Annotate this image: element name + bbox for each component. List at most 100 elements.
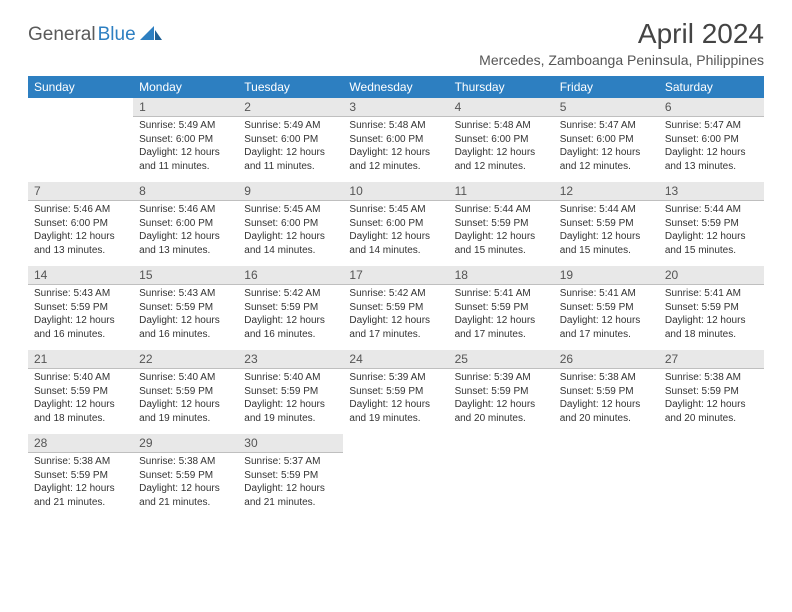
day-details: Sunrise: 5:43 AMSunset: 5:59 PMDaylight:…	[28, 285, 133, 345]
day-number: 23	[238, 350, 343, 369]
calendar-empty-cell	[343, 434, 448, 518]
calendar-week-row: 14Sunrise: 5:43 AMSunset: 5:59 PMDayligh…	[28, 266, 764, 350]
calendar-day-cell: 24Sunrise: 5:39 AMSunset: 5:59 PMDayligh…	[343, 350, 448, 434]
calendar-day-cell: 10Sunrise: 5:45 AMSunset: 6:00 PMDayligh…	[343, 182, 448, 266]
calendar-day-cell: 19Sunrise: 5:41 AMSunset: 5:59 PMDayligh…	[554, 266, 659, 350]
day-number: 26	[554, 350, 659, 369]
weekday-header: Friday	[554, 76, 659, 98]
calendar-day-cell: 15Sunrise: 5:43 AMSunset: 5:59 PMDayligh…	[133, 266, 238, 350]
day-details: Sunrise: 5:42 AMSunset: 5:59 PMDaylight:…	[343, 285, 448, 345]
day-details: Sunrise: 5:46 AMSunset: 6:00 PMDaylight:…	[133, 201, 238, 261]
day-details: Sunrise: 5:38 AMSunset: 5:59 PMDaylight:…	[554, 369, 659, 429]
day-details: Sunrise: 5:44 AMSunset: 5:59 PMDaylight:…	[659, 201, 764, 261]
calendar-day-cell: 9Sunrise: 5:45 AMSunset: 6:00 PMDaylight…	[238, 182, 343, 266]
day-details: Sunrise: 5:41 AMSunset: 5:59 PMDaylight:…	[449, 285, 554, 345]
day-details: Sunrise: 5:45 AMSunset: 6:00 PMDaylight:…	[238, 201, 343, 261]
calendar-day-cell: 25Sunrise: 5:39 AMSunset: 5:59 PMDayligh…	[449, 350, 554, 434]
day-details: Sunrise: 5:47 AMSunset: 6:00 PMDaylight:…	[659, 117, 764, 177]
day-number: 17	[343, 266, 448, 285]
day-details: Sunrise: 5:46 AMSunset: 6:00 PMDaylight:…	[28, 201, 133, 261]
day-details: Sunrise: 5:38 AMSunset: 5:59 PMDaylight:…	[28, 453, 133, 513]
day-number: 4	[449, 98, 554, 117]
page-header: GeneralBlue April 2024 Mercedes, Zamboan…	[28, 18, 764, 68]
calendar-day-cell: 12Sunrise: 5:44 AMSunset: 5:59 PMDayligh…	[554, 182, 659, 266]
logo-sail-icon	[140, 26, 162, 44]
day-number: 25	[449, 350, 554, 369]
day-details: Sunrise: 5:45 AMSunset: 6:00 PMDaylight:…	[343, 201, 448, 261]
calendar-day-cell: 17Sunrise: 5:42 AMSunset: 5:59 PMDayligh…	[343, 266, 448, 350]
calendar-day-cell: 29Sunrise: 5:38 AMSunset: 5:59 PMDayligh…	[133, 434, 238, 518]
day-number: 2	[238, 98, 343, 117]
day-details: Sunrise: 5:38 AMSunset: 5:59 PMDaylight:…	[659, 369, 764, 429]
day-number: 24	[343, 350, 448, 369]
day-number: 8	[133, 182, 238, 201]
weekday-row: SundayMondayTuesdayWednesdayThursdayFrid…	[28, 76, 764, 98]
day-number: 11	[449, 182, 554, 201]
calendar-day-cell: 11Sunrise: 5:44 AMSunset: 5:59 PMDayligh…	[449, 182, 554, 266]
day-details: Sunrise: 5:38 AMSunset: 5:59 PMDaylight:…	[133, 453, 238, 513]
calendar-day-cell: 30Sunrise: 5:37 AMSunset: 5:59 PMDayligh…	[238, 434, 343, 518]
day-details: Sunrise: 5:49 AMSunset: 6:00 PMDaylight:…	[238, 117, 343, 177]
title-block: April 2024 Mercedes, Zamboanga Peninsula…	[479, 18, 764, 68]
logo-text-general: General	[28, 24, 96, 46]
day-details: Sunrise: 5:41 AMSunset: 5:59 PMDaylight:…	[659, 285, 764, 345]
calendar-head: SundayMondayTuesdayWednesdayThursdayFrid…	[28, 76, 764, 98]
day-number: 16	[238, 266, 343, 285]
day-number: 19	[554, 266, 659, 285]
calendar-day-cell: 6Sunrise: 5:47 AMSunset: 6:00 PMDaylight…	[659, 98, 764, 182]
calendar-day-cell: 21Sunrise: 5:40 AMSunset: 5:59 PMDayligh…	[28, 350, 133, 434]
day-details: Sunrise: 5:44 AMSunset: 5:59 PMDaylight:…	[554, 201, 659, 261]
day-number: 13	[659, 182, 764, 201]
logo-text-blue: Blue	[98, 24, 136, 46]
day-details: Sunrise: 5:40 AMSunset: 5:59 PMDaylight:…	[238, 369, 343, 429]
logo: GeneralBlue	[28, 18, 162, 46]
calendar-day-cell: 20Sunrise: 5:41 AMSunset: 5:59 PMDayligh…	[659, 266, 764, 350]
location-subtitle: Mercedes, Zamboanga Peninsula, Philippin…	[479, 52, 764, 68]
day-number: 20	[659, 266, 764, 285]
calendar-week-row: 28Sunrise: 5:38 AMSunset: 5:59 PMDayligh…	[28, 434, 764, 518]
calendar-day-cell: 16Sunrise: 5:42 AMSunset: 5:59 PMDayligh…	[238, 266, 343, 350]
day-details: Sunrise: 5:40 AMSunset: 5:59 PMDaylight:…	[133, 369, 238, 429]
calendar-day-cell: 7Sunrise: 5:46 AMSunset: 6:00 PMDaylight…	[28, 182, 133, 266]
day-details: Sunrise: 5:39 AMSunset: 5:59 PMDaylight:…	[343, 369, 448, 429]
calendar-empty-cell	[449, 434, 554, 518]
day-number: 1	[133, 98, 238, 117]
day-details: Sunrise: 5:41 AMSunset: 5:59 PMDaylight:…	[554, 285, 659, 345]
calendar-week-row: 7Sunrise: 5:46 AMSunset: 6:00 PMDaylight…	[28, 182, 764, 266]
calendar-day-cell: 3Sunrise: 5:48 AMSunset: 6:00 PMDaylight…	[343, 98, 448, 182]
day-number: 21	[28, 350, 133, 369]
calendar-empty-cell	[554, 434, 659, 518]
calendar-empty-cell	[28, 98, 133, 182]
day-number: 12	[554, 182, 659, 201]
day-number: 29	[133, 434, 238, 453]
calendar-day-cell: 18Sunrise: 5:41 AMSunset: 5:59 PMDayligh…	[449, 266, 554, 350]
day-number: 5	[554, 98, 659, 117]
month-title: April 2024	[479, 18, 764, 50]
calendar-page: GeneralBlue April 2024 Mercedes, Zamboan…	[0, 0, 792, 536]
calendar-day-cell: 1Sunrise: 5:49 AMSunset: 6:00 PMDaylight…	[133, 98, 238, 182]
day-details: Sunrise: 5:48 AMSunset: 6:00 PMDaylight:…	[343, 117, 448, 177]
calendar-day-cell: 27Sunrise: 5:38 AMSunset: 5:59 PMDayligh…	[659, 350, 764, 434]
calendar-day-cell: 22Sunrise: 5:40 AMSunset: 5:59 PMDayligh…	[133, 350, 238, 434]
day-details: Sunrise: 5:39 AMSunset: 5:59 PMDaylight:…	[449, 369, 554, 429]
calendar-day-cell: 28Sunrise: 5:38 AMSunset: 5:59 PMDayligh…	[28, 434, 133, 518]
day-number: 3	[343, 98, 448, 117]
calendar-week-row: 1Sunrise: 5:49 AMSunset: 6:00 PMDaylight…	[28, 98, 764, 182]
day-details: Sunrise: 5:44 AMSunset: 5:59 PMDaylight:…	[449, 201, 554, 261]
day-number: 28	[28, 434, 133, 453]
calendar-day-cell: 23Sunrise: 5:40 AMSunset: 5:59 PMDayligh…	[238, 350, 343, 434]
calendar-week-row: 21Sunrise: 5:40 AMSunset: 5:59 PMDayligh…	[28, 350, 764, 434]
day-details: Sunrise: 5:47 AMSunset: 6:00 PMDaylight:…	[554, 117, 659, 177]
weekday-header: Saturday	[659, 76, 764, 98]
day-details: Sunrise: 5:40 AMSunset: 5:59 PMDaylight:…	[28, 369, 133, 429]
day-number: 15	[133, 266, 238, 285]
calendar-day-cell: 26Sunrise: 5:38 AMSunset: 5:59 PMDayligh…	[554, 350, 659, 434]
day-details: Sunrise: 5:48 AMSunset: 6:00 PMDaylight:…	[449, 117, 554, 177]
calendar-empty-cell	[659, 434, 764, 518]
calendar-table: SundayMondayTuesdayWednesdayThursdayFrid…	[28, 76, 764, 518]
day-details: Sunrise: 5:49 AMSunset: 6:00 PMDaylight:…	[133, 117, 238, 177]
weekday-header: Monday	[133, 76, 238, 98]
day-number: 30	[238, 434, 343, 453]
weekday-header: Tuesday	[238, 76, 343, 98]
calendar-day-cell: 8Sunrise: 5:46 AMSunset: 6:00 PMDaylight…	[133, 182, 238, 266]
